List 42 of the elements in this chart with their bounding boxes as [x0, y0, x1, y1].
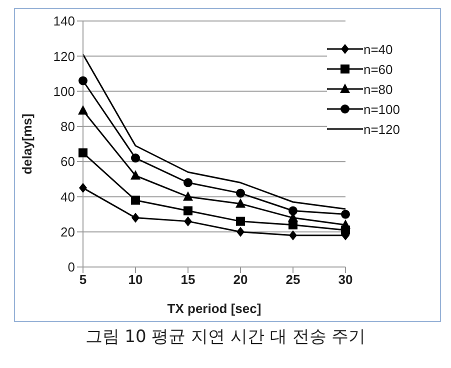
point — [78, 105, 88, 115]
y-tick-label: 140 — [53, 14, 75, 29]
x-tick-label: 5 — [79, 272, 87, 288]
point — [236, 226, 244, 237]
y-tick-label: 40 — [60, 189, 75, 204]
y-tick-label: 20 — [60, 224, 75, 240]
point — [183, 206, 192, 216]
legend-label: n=80 — [363, 82, 393, 96]
legend-label: n=100 — [363, 102, 400, 116]
y-tick-label: 100 — [53, 84, 75, 99]
legend-label: n=120 — [363, 122, 400, 136]
point — [340, 219, 350, 229]
point — [236, 188, 245, 198]
point — [79, 182, 87, 193]
x-tick-label: 20 — [233, 272, 248, 288]
point — [131, 212, 140, 223]
caption: 그림 10 평균 지연 시간 대 전송 주기 — [84, 326, 367, 348]
point — [78, 76, 88, 86]
legend-label: n=40 — [363, 42, 393, 56]
legend-label: n=60 — [363, 62, 393, 76]
x-axis-title: TX period [sec] — [167, 301, 262, 316]
point — [78, 148, 88, 158]
y-tick-label: 60 — [60, 154, 75, 170]
y-axis-title: delay[ms] — [20, 114, 35, 174]
point — [130, 154, 140, 163]
x-tick-label: 10 — [128, 272, 143, 288]
x-tick-label: 15 — [180, 272, 196, 288]
x-tick-label: 25 — [286, 272, 300, 288]
point — [184, 216, 192, 226]
point — [130, 170, 140, 180]
x-tick-label: 30 — [338, 272, 353, 288]
point — [288, 230, 297, 240]
point — [288, 206, 298, 216]
y-tick-label: 80 — [60, 119, 75, 134]
y-tick-label: 0 — [68, 260, 75, 275]
y-tick-label: 120 — [53, 48, 75, 64]
point — [130, 196, 140, 205]
point — [236, 216, 245, 226]
point — [235, 198, 246, 208]
point — [340, 210, 350, 219]
point — [183, 178, 192, 188]
point — [182, 191, 193, 201]
